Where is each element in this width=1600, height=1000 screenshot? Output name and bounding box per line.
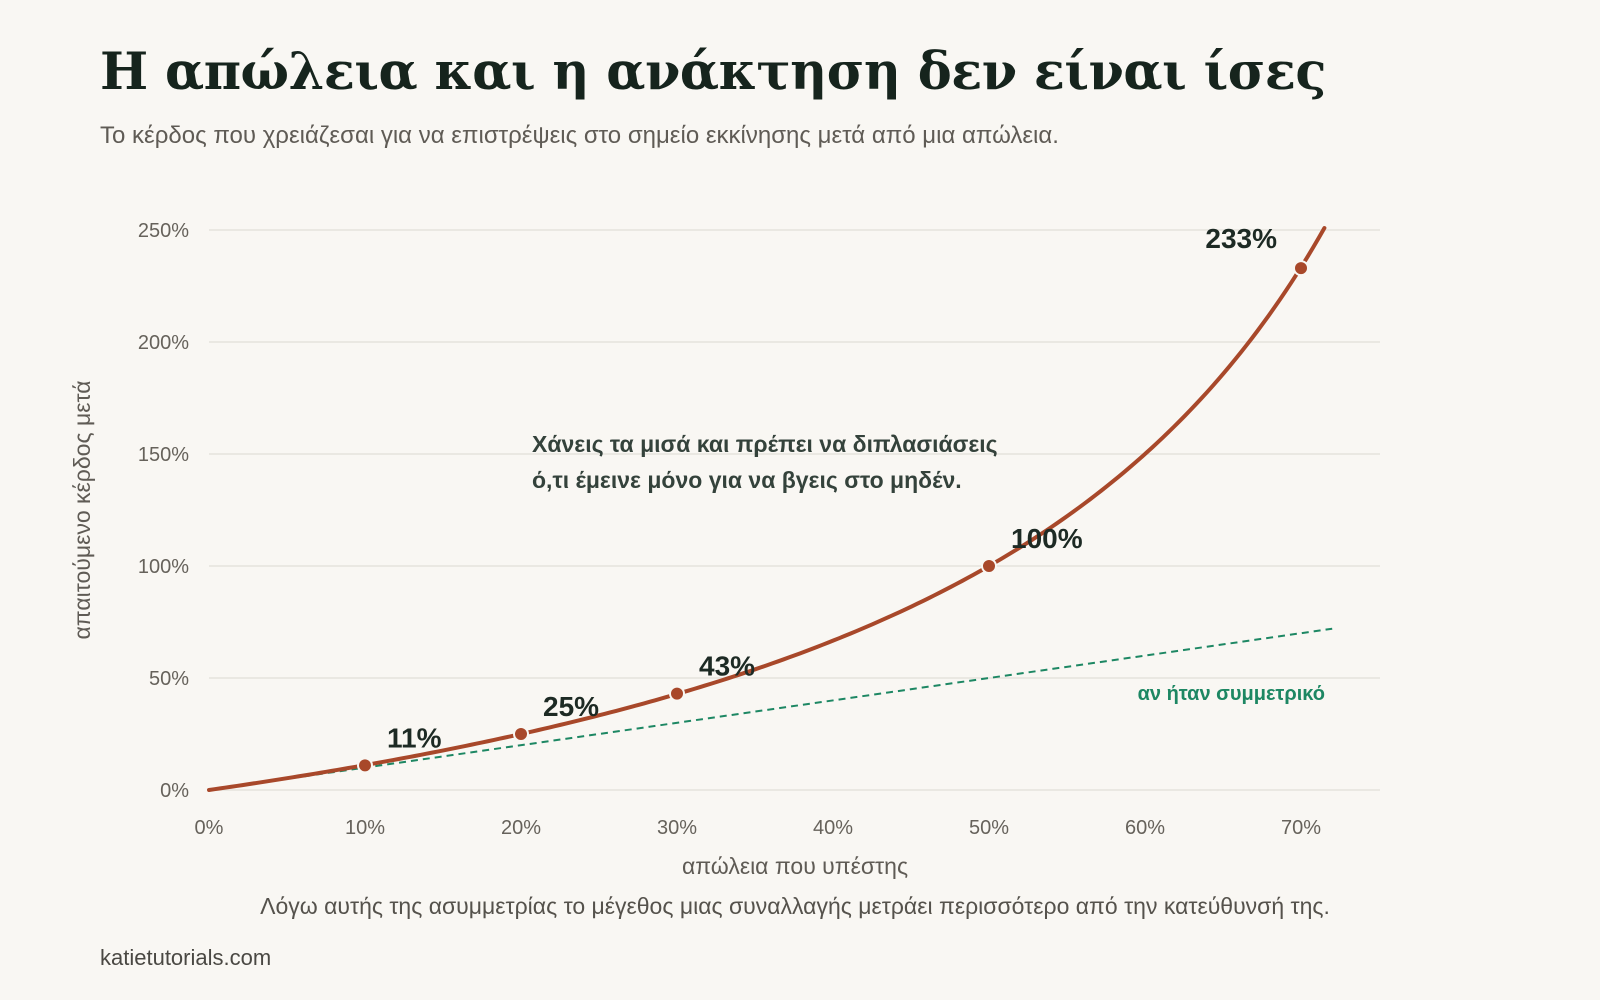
data-points: 11% 25% 43% 100% 233%: [357, 223, 1309, 774]
x-axis-ticks: 0% 10% 20% 30% 40% 50% 60% 70%: [195, 817, 1322, 839]
data-label: 43%: [699, 651, 755, 682]
data-label: 25%: [543, 691, 599, 722]
x-tick-label: 20%: [501, 817, 541, 839]
x-tick-label: 40%: [813, 817, 853, 839]
footnote: Λόγω αυτής της ασυμμετρίας το μέγεθος μι…: [260, 893, 1330, 919]
x-tick-label: 50%: [969, 817, 1009, 839]
annotation-line-2: ό,τι έμεινε μόνο για να βγεις στο μηδέν.: [532, 467, 962, 493]
data-label: 100%: [1011, 523, 1083, 554]
grid-lines: [209, 229, 1380, 791]
data-point: [1293, 260, 1309, 277]
source-credit: katietutorials.com: [100, 945, 272, 970]
recovery-curve: [207, 226, 1327, 792]
y-axis-ticks: 0% 50% 100% 150% 200% 250%: [138, 220, 189, 802]
chart-title: Η απώλεια και η ανάκτηση δεν είναι ίσες: [100, 42, 1326, 102]
data-point: [981, 558, 997, 574]
data-label: 11%: [387, 722, 442, 753]
y-tick-label: 0%: [160, 780, 189, 802]
y-tick-label: 150%: [138, 444, 189, 466]
y-tick-label: 50%: [149, 668, 189, 690]
y-tick-label: 250%: [138, 220, 189, 242]
data-point: [513, 726, 529, 742]
y-tick-label: 200%: [138, 332, 189, 354]
series-lines: [207, 226, 1333, 792]
x-tick-label: 30%: [657, 817, 697, 839]
data-label: 233%: [1205, 223, 1277, 254]
x-tick-label: 60%: [1125, 817, 1165, 839]
data-point: [357, 757, 373, 774]
symmetric-line-label: αν ήταν συμμετρικό: [1138, 683, 1325, 705]
annotation-line-1: Χάνεις τα μισά και πρέπει να διπλασιάσει…: [532, 431, 998, 457]
x-tick-label: 70%: [1281, 817, 1321, 839]
y-axis-title: απαιτούμενο κέρδος μετά: [69, 380, 95, 639]
data-point: [669, 685, 685, 702]
chart-subtitle: Το κέρδος που χρειάζεσαι για να επιστρέψ…: [100, 122, 1059, 149]
symmetric-line: [208, 627, 1333, 791]
x-axis-title: απώλεια που υπέστης: [682, 853, 908, 879]
x-tick-label: 10%: [345, 817, 385, 839]
x-tick-label: 0%: [195, 817, 224, 839]
y-tick-label: 100%: [138, 556, 189, 578]
